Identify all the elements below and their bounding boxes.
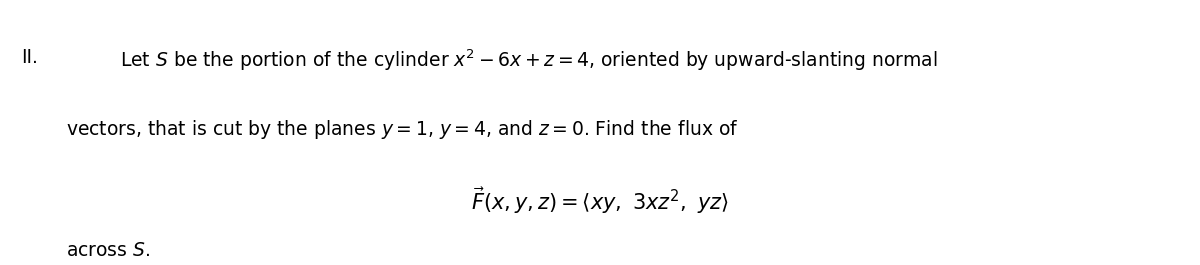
Text: Let $S$ be the portion of the cylinder $x^2 - 6x + z = 4$, oriented by upward-sl: Let $S$ be the portion of the cylinder $…: [120, 48, 938, 73]
Text: $\vec{F}(x, y, z) = \langle xy,\ 3xz^2,\ yz\rangle$: $\vec{F}(x, y, z) = \langle xy,\ 3xz^2,\…: [472, 185, 728, 216]
Text: across $S$.: across $S$.: [66, 241, 150, 260]
Text: II.: II.: [22, 48, 38, 67]
Text: vectors, that is cut by the planes $y = 1$, $y = 4$, and $z = 0$. Find the flux : vectors, that is cut by the planes $y = …: [66, 118, 738, 141]
